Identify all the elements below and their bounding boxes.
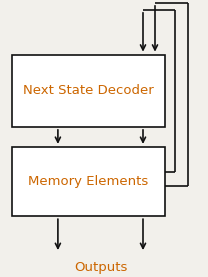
- Bar: [12, 147, 165, 216]
- Text: Outputs: Outputs: [74, 261, 127, 274]
- Text: Next State Decoder: Next State Decoder: [23, 84, 154, 97]
- Bar: [12, 55, 165, 127]
- Text: Memory Elements: Memory Elements: [28, 175, 149, 188]
